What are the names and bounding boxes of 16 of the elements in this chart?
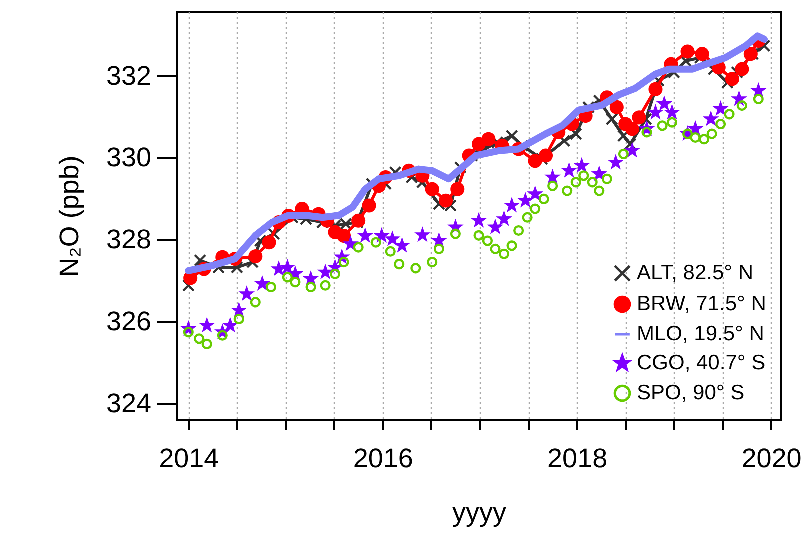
legend-label: CGO, 40.7° S — [637, 352, 766, 374]
x-tick-label: 2014 — [159, 444, 220, 474]
x-tick-label: 2018 — [548, 444, 608, 474]
y-axis-title: N₂O (ppb) — [54, 156, 84, 278]
y-tick-label: 324 — [106, 388, 152, 419]
legend-label: BRW, 71.5° N — [637, 292, 766, 316]
y-tick-label: 326 — [106, 306, 152, 337]
x-tick-label: 2016 — [353, 444, 414, 474]
legend-label: SPO, 90° S — [637, 382, 745, 404]
y-tick-label: 328 — [106, 224, 152, 255]
y-tick-label: 332 — [106, 60, 152, 91]
x-tick-label: 2020 — [742, 444, 802, 474]
legend-label: ALT, 82.5° N — [637, 262, 754, 284]
x-axis-title: yyyy — [452, 498, 507, 528]
legend-label: MLO, 19.5° N — [637, 322, 764, 346]
y-tick-label: 330 — [106, 142, 152, 173]
